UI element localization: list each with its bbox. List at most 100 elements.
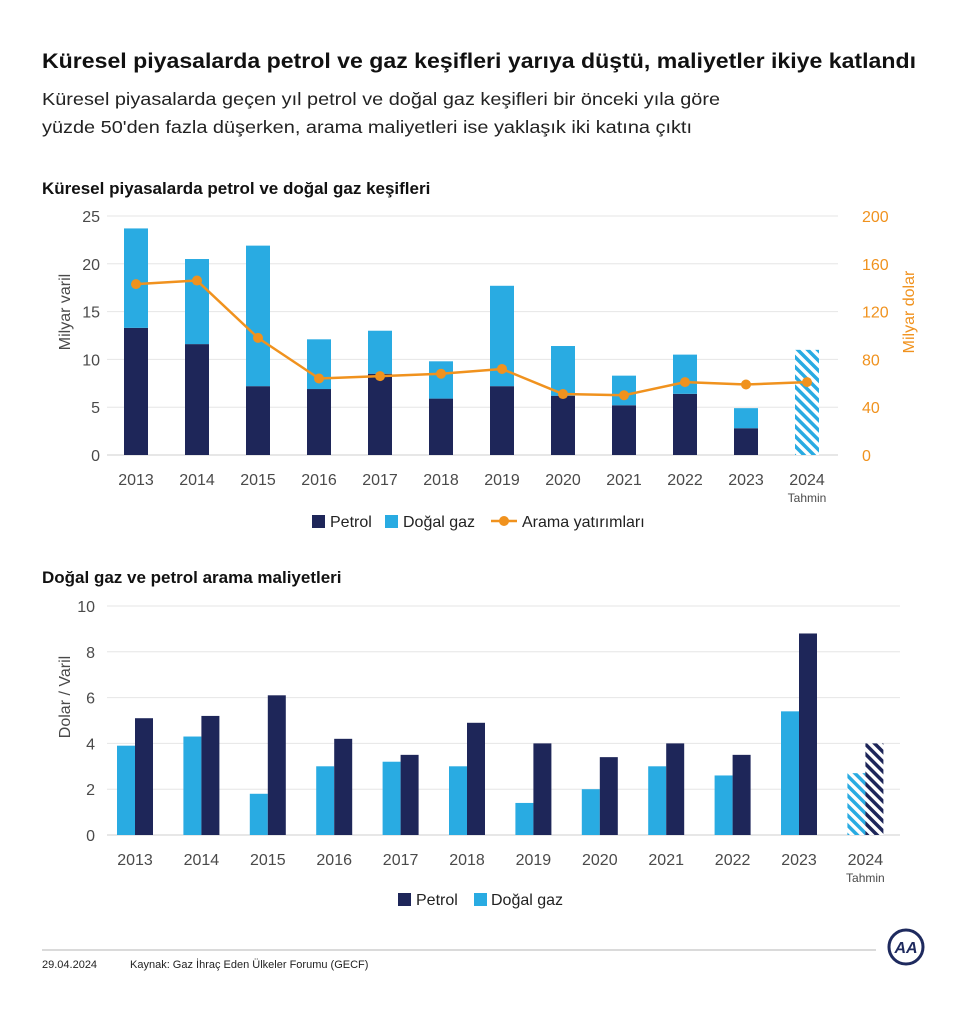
investment-point-2020 [558,389,568,400]
chart1-ytick-label: 5 [91,400,100,417]
bar-petrol-2023 [734,428,758,455]
chart2-gridlines [107,605,900,836]
chart1-ytick-label: 10 [82,352,100,369]
chart2-title: Doğal gaz ve petrol arama maliyetleri [42,568,342,587]
bar-forecast-2024 [795,349,819,455]
chart1-ytick-label: 0 [91,448,100,465]
legend-label-gas: Doğal gaz [403,514,475,531]
aa-logo-letters: AA [893,940,917,957]
chart1-y2-axis-title: Milyar dolar [901,270,918,353]
chart2-y-axis-title: Dolar / Varil [57,656,74,738]
legend-swatch-gas [474,893,487,906]
bar-petrol-2017 [368,373,392,455]
investment-point-2014 [192,275,202,286]
legend-label-gas: Doğal gaz [491,892,563,909]
bar-petrol-2023 [799,633,817,835]
chart2-xtick-label: 2018 [449,852,485,869]
chart1-ytick-label: 15 [82,305,100,322]
chart1-xtick-label: 2021 [606,472,642,489]
chart2-xtick-label: 2021 [648,852,684,869]
chart2-ytick-label: 8 [86,645,95,662]
chart2-xtick-label: 2022 [715,852,751,869]
chart2-ytick-label: 10 [77,599,95,616]
page-subtitle-line-1: Küresel piyasalarda geçen yıl petrol ve … [42,89,720,109]
aa-logo-ring [887,928,925,966]
bar-petrol-2013 [124,327,148,455]
investment-point-2017 [375,371,385,382]
legend-label-petrol: Petrol [416,892,458,909]
bar-gas-2014 [183,736,202,835]
bar-gas-2023 [734,408,758,429]
chart1-xtick-label: 2015 [240,472,276,489]
bar-petrol-2014 [201,715,220,835]
chart2-ytick-label: 6 [86,691,95,708]
chart2-xtick-label: 2023 [781,852,817,869]
chart2-ytick-label: 0 [86,828,95,845]
bar-petrol-2020 [551,395,575,455]
chart1-y2tick-label: 0 [862,448,871,465]
bar-gas-2015 [249,793,268,835]
page-title: Küresel piyasalarda petrol ve gaz keşifl… [42,50,916,73]
investment-point-2021 [619,390,629,401]
aa-logo: AA [887,928,925,966]
investment-line [135,279,808,397]
chart2-legend: Petrol Doğal gaz [398,892,563,909]
bar-petrol-2024 [865,743,884,835]
chart1-xtick-label: 2014 [179,472,215,489]
investment-point-2016 [314,373,324,384]
chart1-y2tick-label: 160 [862,257,889,274]
chart2-xtick-label: 2013 [117,852,153,869]
investment-point-2019 [497,363,507,374]
footer-date: 29.04.2024 [42,959,97,971]
bar-petrol-2020 [599,757,618,835]
bar-gas-2020 [551,346,575,396]
bar-petrol-2016 [307,389,331,455]
chart1-xtick-label: 2016 [301,472,337,489]
chart1-xtick-label: 2018 [423,472,459,489]
chart1-xtick-label: 2023 [728,472,764,489]
bar-petrol-2022 [673,393,697,455]
bar-gas-2024 [847,773,866,835]
chart2-forecast-note: Tahmin [846,871,885,885]
legend-swatch-gas [385,515,398,528]
bar-gas-2019 [515,802,534,835]
legend-swatch-petrol [312,515,325,528]
bar-gas-2020 [581,789,600,835]
bar-gas-2014 [185,259,209,345]
bar-gas-2018 [429,361,453,399]
chart2-xtick-label: 2020 [582,852,618,869]
bar-gas-2021 [648,766,667,835]
bar-petrol-2019 [533,743,552,835]
bar-petrol-2022 [732,754,751,835]
bar-petrol-2013 [135,718,153,835]
chart1-forecast-note: Tahmin [788,491,827,505]
bar-petrol-2014 [185,344,209,455]
bar-petrol-2018 [429,398,453,455]
chart1-y-axis-title: Milyar varil [57,274,74,350]
page-subtitle-line-2: yüzde 50'den fazla düşerken, arama maliy… [42,117,692,137]
chart2-xtick-label: 2019 [516,852,552,869]
chart2-xtick-label: 2016 [316,852,352,869]
chart1-title: Küresel piyasalarda petrol ve doğal gaz … [42,179,430,198]
chart2-ytick-label: 2 [86,782,95,799]
bar-gas-2022 [673,354,697,394]
chart1-xtick-label: 2020 [545,472,581,489]
investment-point-2022 [680,377,690,388]
bar-petrol-2018 [467,722,485,835]
bar-petrol-2017 [400,754,419,835]
bar-petrol-2015 [246,386,270,455]
chart1-xtick-label: 2013 [118,472,154,489]
investment-point-2024 [802,377,812,388]
chart1-xtick-label: 2019 [484,472,520,489]
bar-gas-2013 [124,228,148,328]
chart1-plot-area: 0 5 10 15 20 25 0 40 80 120 160 200 2013 2014 2015 2016… [82,209,889,505]
bar-gas-2018 [449,766,467,835]
footer-source: Kaynak: Gaz İhraç Eden Ülkeler Forumu (G… [130,958,368,971]
chart1-xtick-label: 2024 [789,472,825,489]
bar-gas-2017 [368,330,392,374]
bar-gas-2015 [246,245,270,387]
bar-petrol-2015 [267,695,286,835]
bar-gas-2013 [117,745,135,835]
chart1-ytick-label: 20 [82,257,100,274]
